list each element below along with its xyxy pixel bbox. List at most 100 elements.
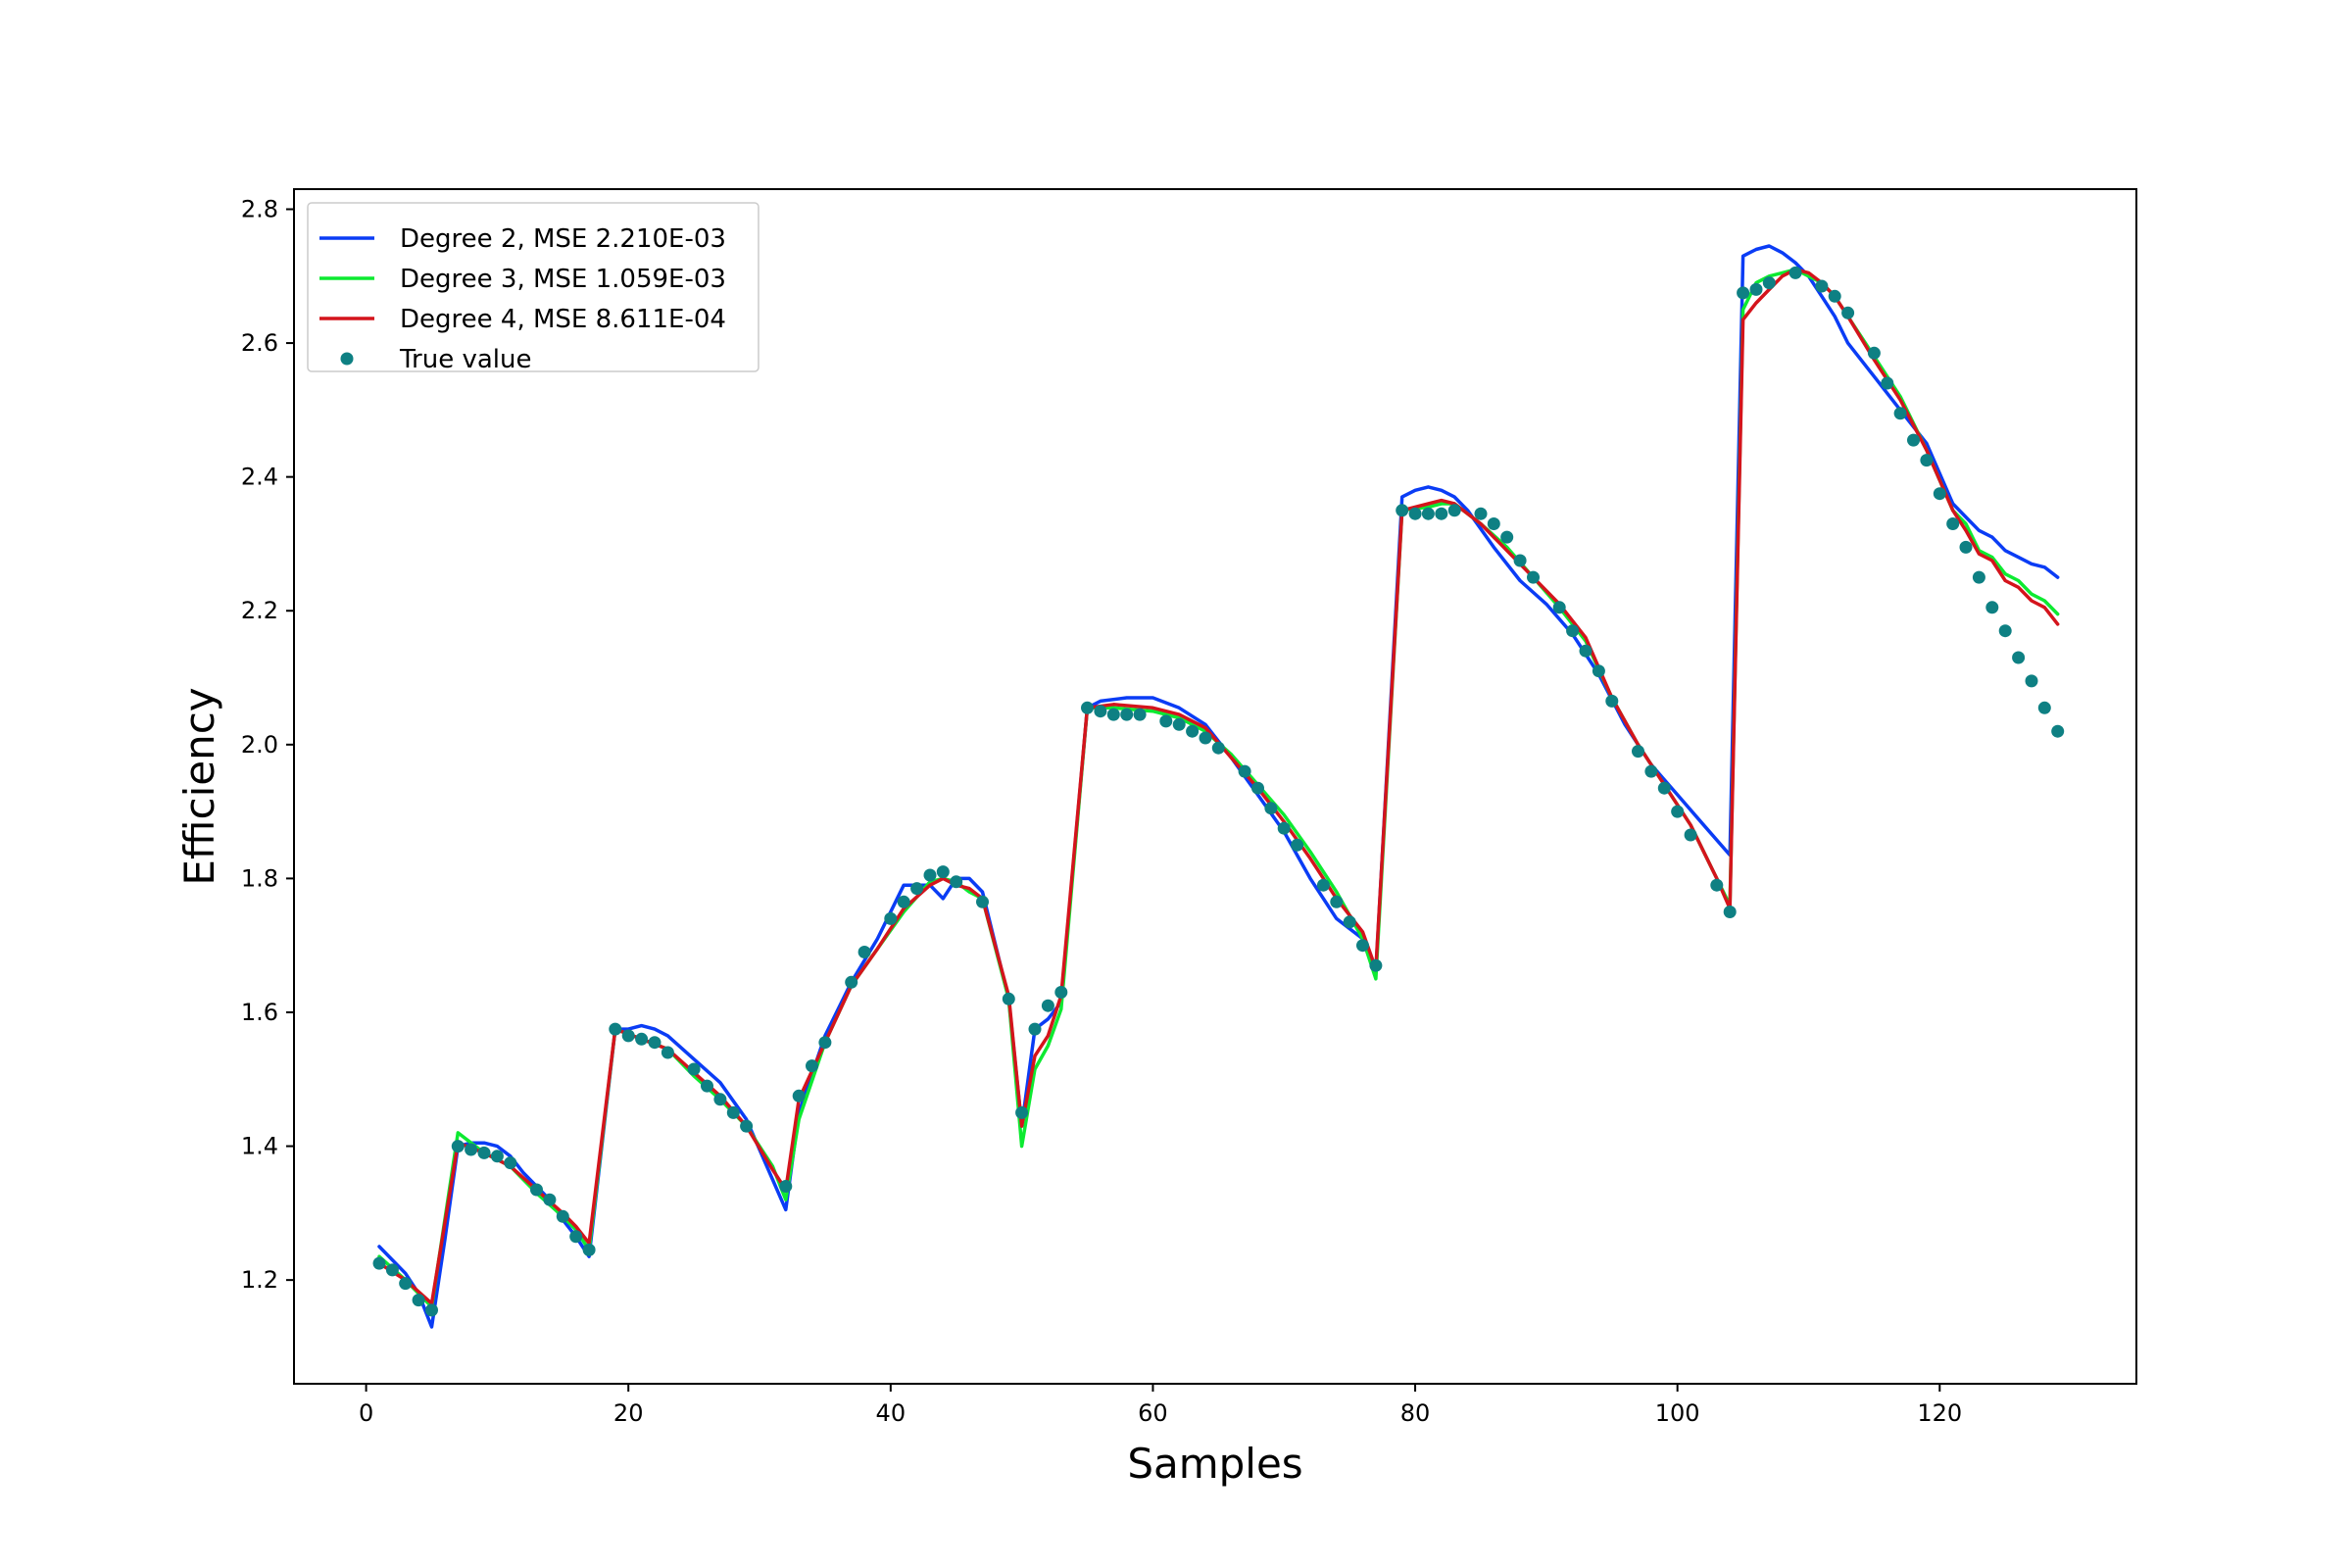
true-value-point: [2051, 724, 2065, 738]
true-value-point: [1920, 454, 1934, 467]
true-value-point: [385, 1263, 399, 1277]
y-tick-label: 1.2: [241, 1266, 278, 1294]
y-tick-label: 2.4: [241, 464, 278, 491]
true-value-point: [490, 1150, 504, 1163]
true-value-point: [569, 1230, 583, 1244]
true-value-point: [1972, 570, 1985, 584]
true-value-point: [1356, 939, 1369, 953]
true-value-point: [1998, 624, 2012, 638]
true-value-point: [806, 1059, 818, 1073]
true-value-point: [1644, 764, 1658, 778]
x-tick-label: 60: [1138, 1399, 1168, 1427]
true-value-point: [1657, 781, 1671, 795]
true-value-point: [1343, 915, 1356, 929]
true-value-point: [740, 1119, 754, 1133]
true-value-point: [1291, 838, 1304, 852]
true-value-point: [1671, 805, 1685, 818]
true-value-point: [1946, 517, 1960, 530]
true-value-point: [621, 1029, 635, 1043]
true-value-point: [884, 911, 898, 925]
true-value-point: [726, 1105, 740, 1119]
true-value-point: [1592, 664, 1605, 678]
y-tick-label: 2.8: [241, 195, 278, 222]
true-value-point: [792, 1089, 806, 1102]
true-value-point: [910, 882, 924, 896]
y-tick-label: 1.6: [241, 999, 278, 1026]
true-value-point: [1133, 708, 1147, 721]
true-value-point: [1552, 601, 1566, 614]
true-value-point: [1211, 741, 1225, 755]
x-tick-label: 120: [1917, 1399, 1962, 1427]
legend-label-degree-2: Degree 2, MSE 2.210E-03: [400, 224, 726, 254]
y-tick-label: 2.2: [241, 597, 278, 624]
true-value-point: [1605, 694, 1619, 708]
true-value-point: [1933, 487, 1946, 501]
true-value-point: [1513, 554, 1527, 567]
true-value-point: [1186, 724, 1200, 738]
true-value-point: [1435, 507, 1448, 520]
true-value-point: [465, 1143, 478, 1156]
true-value-point: [1106, 708, 1120, 721]
legend-label-true-value: True value: [399, 345, 532, 374]
axis-ticks: 0 20 40 60 80 100 120 1.2 1.4 1.6 1.8 2.0 2.2 2.4 2.6 2…: [241, 195, 1962, 1427]
y-tick-label: 2.6: [241, 329, 278, 357]
true-value-point: [1500, 530, 1514, 544]
legend-label-degree-3: Degree 3, MSE 1.059E-03: [400, 265, 726, 294]
true-value-point: [609, 1022, 622, 1036]
true-value-point: [713, 1093, 727, 1106]
true-value-point: [1723, 906, 1737, 918]
true-value-point: [1369, 958, 1383, 972]
true-value-point: [1881, 376, 1894, 390]
y-tick-label: 1.8: [241, 864, 278, 892]
legend: Degree 2, MSE 2.210E-03 Degree 3, MSE 1.…: [307, 202, 760, 374]
true-value-point: [1015, 1105, 1029, 1119]
true-value-point: [648, 1036, 662, 1050]
true-value-point: [1762, 276, 1776, 290]
true-value-point: [1684, 828, 1697, 842]
true-value-point: [582, 1243, 596, 1256]
true-value-point: [2037, 701, 2051, 714]
y-tick-label: 2.0: [241, 731, 278, 759]
true-value-point: [1487, 517, 1500, 530]
legend-label-degree-4: Degree 4, MSE 8.611E-04: [400, 305, 726, 334]
x-tick-label: 0: [359, 1399, 373, 1427]
true-value-point: [635, 1032, 649, 1046]
true-value-point: [1828, 289, 1841, 303]
true-value-point: [1094, 705, 1107, 718]
true-value-point: [1893, 407, 1907, 420]
true-value-point: [399, 1277, 413, 1291]
true-value-point: [477, 1146, 491, 1159]
true-value-point: [1054, 986, 1068, 999]
true-value-point: [818, 1036, 832, 1050]
true-value-point: [701, 1079, 713, 1093]
true-value-point: [1120, 708, 1134, 721]
true-value-point: [1985, 601, 1999, 614]
true-value-point: [2025, 674, 2038, 688]
true-value-point: [1788, 266, 1802, 279]
true-value-point: [936, 865, 950, 879]
true-value-point: [425, 1303, 438, 1317]
true-value-point: [1421, 507, 1435, 520]
true-value-point: [1632, 745, 1644, 759]
true-value-point: [1330, 895, 1344, 908]
true-value-point: [897, 895, 910, 908]
true-value-point: [1251, 781, 1264, 795]
x-tick-label: 20: [613, 1399, 644, 1427]
true-value-point: [1277, 821, 1291, 835]
true-value-point: [1081, 701, 1094, 714]
true-value-point: [1159, 714, 1173, 728]
true-value-point: [976, 895, 989, 908]
true-value-point: [1264, 802, 1278, 815]
true-value-point: [779, 1180, 793, 1193]
true-value-point: [1396, 504, 1409, 517]
true-value-point: [1867, 346, 1881, 360]
true-value-point: [1238, 764, 1251, 778]
x-axis-label: Samples: [1127, 1440, 1302, 1488]
true-value-point: [687, 1062, 701, 1076]
true-value-point: [2012, 651, 2026, 664]
axes-frame: [293, 188, 2137, 1385]
true-value-point: [1002, 992, 1015, 1005]
true-value-point: [1566, 624, 1580, 638]
plot-area: [372, 244, 2065, 1329]
